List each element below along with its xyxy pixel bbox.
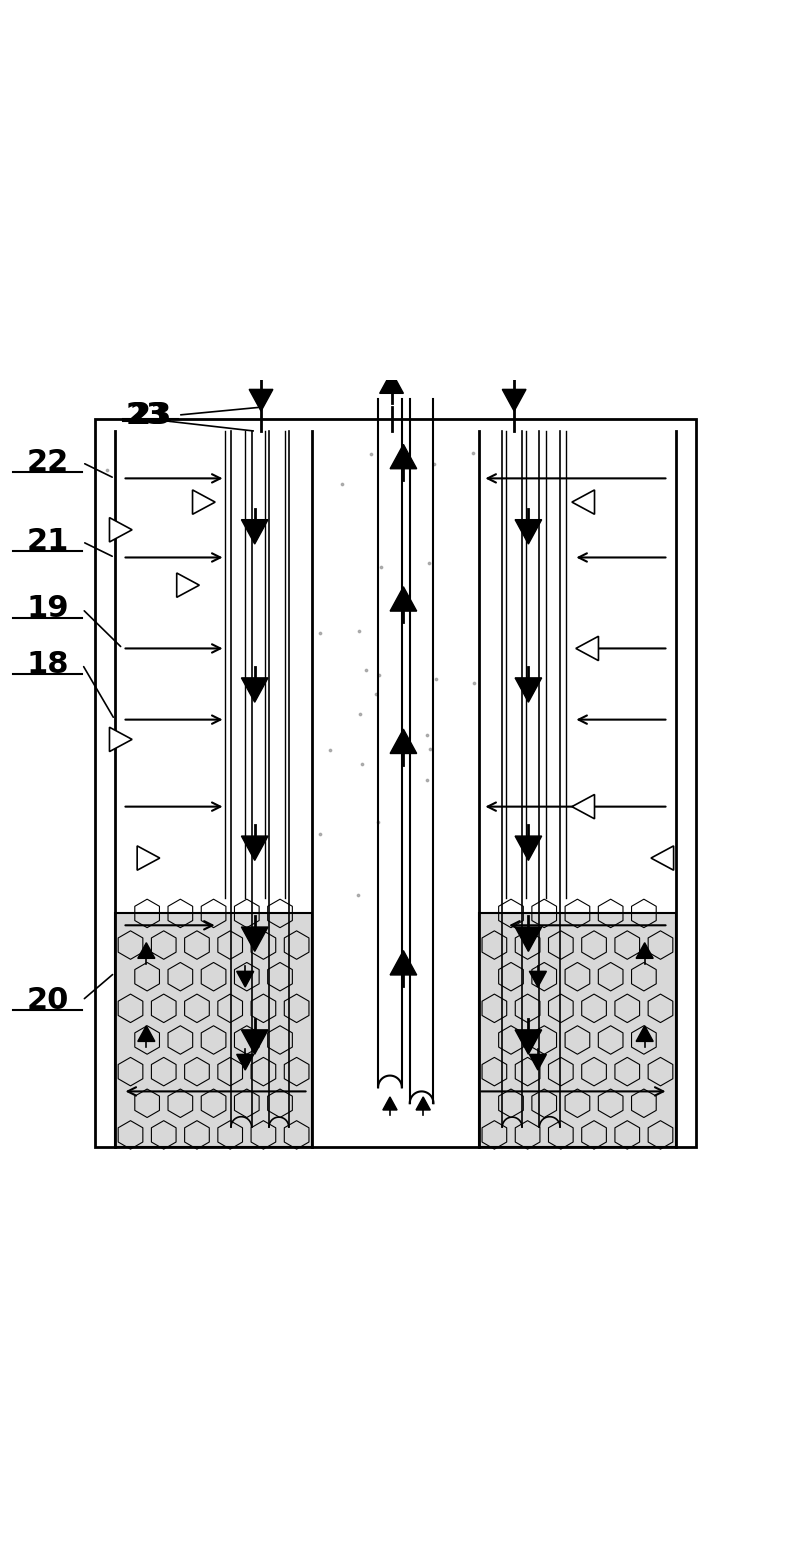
Polygon shape	[380, 372, 403, 394]
Polygon shape	[416, 1097, 430, 1110]
Polygon shape	[515, 1029, 542, 1054]
Polygon shape	[572, 795, 595, 818]
Point	[360, 657, 373, 682]
Point	[335, 471, 348, 496]
Point	[324, 738, 336, 763]
Point	[365, 442, 378, 467]
Polygon shape	[237, 1054, 254, 1069]
Point	[421, 767, 433, 792]
Point	[354, 702, 366, 727]
Polygon shape	[515, 927, 542, 952]
Polygon shape	[383, 1097, 397, 1110]
Polygon shape	[390, 587, 417, 611]
Text: 18: 18	[26, 649, 69, 679]
Text: 19: 19	[26, 594, 69, 623]
Text: 23: 23	[125, 400, 168, 429]
Polygon shape	[390, 445, 417, 468]
Text: 21: 21	[26, 527, 69, 556]
Point	[313, 620, 326, 645]
Text: 20: 20	[26, 986, 69, 1015]
Point	[369, 682, 382, 707]
Polygon shape	[176, 574, 199, 597]
Polygon shape	[241, 927, 268, 952]
Polygon shape	[515, 677, 542, 702]
Point	[430, 666, 442, 691]
Polygon shape	[390, 728, 417, 753]
Polygon shape	[138, 942, 155, 958]
Polygon shape	[241, 1029, 268, 1054]
Polygon shape	[137, 846, 160, 870]
Bar	[479, 913, 676, 1147]
Polygon shape	[576, 636, 599, 660]
Polygon shape	[529, 972, 547, 987]
Bar	[95, 418, 696, 1147]
Point	[468, 670, 481, 694]
Polygon shape	[109, 518, 132, 542]
Polygon shape	[390, 950, 417, 975]
Polygon shape	[138, 1026, 155, 1042]
Point	[373, 662, 385, 687]
Point	[371, 811, 384, 835]
Polygon shape	[515, 519, 542, 544]
Polygon shape	[241, 519, 268, 544]
Point	[356, 752, 369, 777]
Bar	[115, 913, 312, 1147]
Point	[352, 618, 365, 643]
Polygon shape	[572, 490, 595, 515]
Polygon shape	[502, 389, 526, 411]
Polygon shape	[636, 942, 653, 958]
Point	[422, 550, 435, 575]
Polygon shape	[636, 1026, 653, 1042]
Point	[421, 722, 433, 747]
Polygon shape	[237, 972, 254, 987]
Polygon shape	[241, 677, 268, 702]
Polygon shape	[192, 490, 215, 515]
Text: 23: 23	[129, 400, 172, 429]
Text: 22: 22	[26, 448, 69, 477]
Point	[427, 451, 440, 476]
Polygon shape	[249, 389, 273, 411]
Polygon shape	[515, 835, 542, 860]
Point	[100, 457, 113, 482]
Polygon shape	[109, 727, 132, 752]
Point	[352, 883, 365, 908]
Point	[466, 440, 479, 465]
Polygon shape	[651, 846, 674, 870]
Point	[375, 555, 388, 580]
Point	[313, 822, 326, 846]
Polygon shape	[529, 1054, 547, 1069]
Point	[424, 738, 437, 763]
Polygon shape	[241, 835, 268, 860]
